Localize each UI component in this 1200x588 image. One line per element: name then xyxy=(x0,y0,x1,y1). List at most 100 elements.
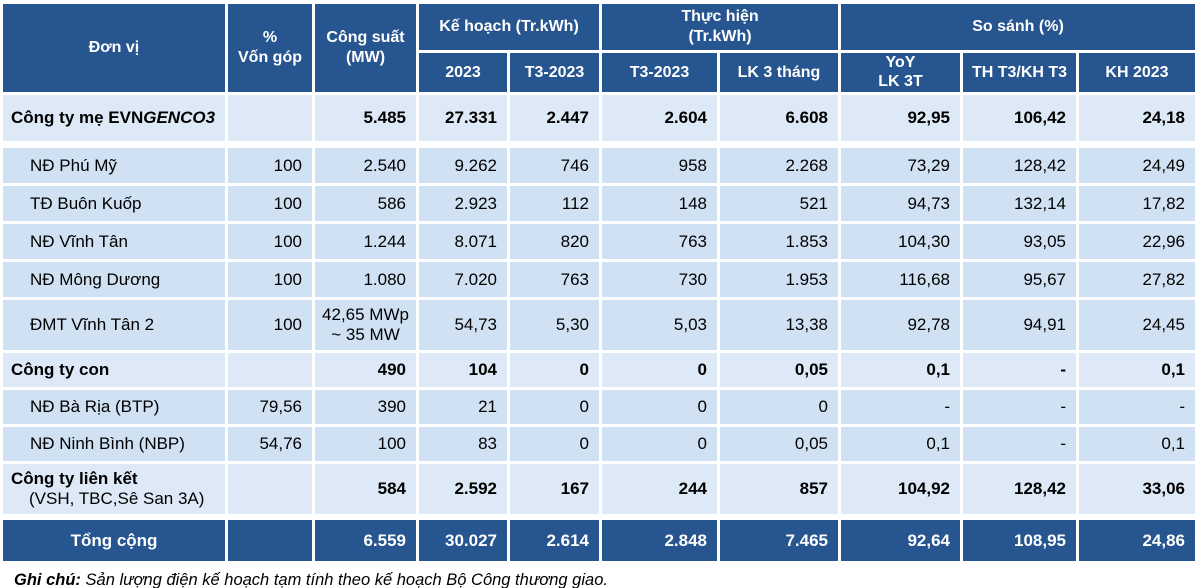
footnote-label: Ghi chú: xyxy=(14,571,81,588)
cell-plan-2023: 2.923 xyxy=(419,186,507,221)
header-actual-label: Thực hiện (Tr.kWh) xyxy=(602,4,838,50)
cell-actual-lk3: 0,05 xyxy=(720,427,838,461)
cell-capacity: 5.485 xyxy=(315,95,416,141)
cell-plan-t3: 2.614 xyxy=(510,520,599,561)
cell-kh-2023: 17,82 xyxy=(1079,186,1195,221)
header-plan-2023: 2023 xyxy=(419,53,507,92)
cell-capacity: 586 xyxy=(315,186,416,221)
cell-actual-t3: 0 xyxy=(602,427,717,461)
cell-capital: 79,56 xyxy=(228,390,312,424)
cell-yoy: 104,30 xyxy=(841,224,960,259)
cell-actual-t3: 148 xyxy=(602,186,717,221)
cell-capacity: 1.080 xyxy=(315,262,416,297)
cell-capital: 100 xyxy=(228,148,312,183)
cell-th-kh: 132,14 xyxy=(963,186,1076,221)
cell-plan-t3: 0 xyxy=(510,427,599,461)
cell-yoy: 94,73 xyxy=(841,186,960,221)
cell-actual-t3: 2.604 xyxy=(602,95,717,141)
row-label: NĐ Bà Rịa (BTP) xyxy=(3,390,225,424)
table-row-ba-ria: NĐ Bà Rịa (BTP) 79,56 390 21 0 0 0 - - - xyxy=(3,390,1197,424)
header-capital-line1: % xyxy=(262,29,278,47)
header-plan-label: Kế hoạch (Tr.kWh) xyxy=(419,4,599,50)
cell-th-kh: - xyxy=(963,427,1076,461)
cell-plan-2023: 27.331 xyxy=(419,95,507,141)
cell-actual-t3: 763 xyxy=(602,224,717,259)
cell-kh-2023: 24,45 xyxy=(1079,300,1195,350)
cell-actual-t3: 0 xyxy=(602,353,717,387)
cell-th-kh: 95,67 xyxy=(963,262,1076,297)
cell-kh-2023: 24,18 xyxy=(1079,95,1195,141)
cell-th-kh: 128,42 xyxy=(963,464,1076,514)
cell-actual-lk3: 1.853 xyxy=(720,224,838,259)
cell-yoy: 0,1 xyxy=(841,427,960,461)
cell-capacity: 100 xyxy=(315,427,416,461)
cell-capacity: 6.559 xyxy=(315,520,416,561)
header-yoy: YoY LK 3T xyxy=(841,52,960,92)
header-capacity-line1: Công suất xyxy=(326,29,405,47)
cell-capacity: 490 xyxy=(315,353,416,387)
cell-yoy: 0,1 xyxy=(841,353,960,387)
row-label: Tổng cộng xyxy=(3,520,225,561)
cell-plan-t3: 167 xyxy=(510,464,599,514)
header-kh-2023: KH 2023 xyxy=(1079,52,1195,92)
capacity-line1: 42,65 MWp xyxy=(322,304,409,324)
cell-plan-2023: 83 xyxy=(419,427,507,461)
cell-kh-2023: 33,06 xyxy=(1079,464,1195,514)
cell-kh-2023: 24,86 xyxy=(1079,520,1195,561)
cell-capital xyxy=(228,520,312,561)
cell-capital: 100 xyxy=(228,186,312,221)
cell-plan-t3: 820 xyxy=(510,224,599,259)
row-label: Công ty mẹ EVN GENCO3 xyxy=(3,95,225,141)
cell-actual-t3: 244 xyxy=(602,464,717,514)
cell-actual-t3: 730 xyxy=(602,262,717,297)
cell-capacity: 1.244 xyxy=(315,224,416,259)
header-group-actual: Thực hiện (Tr.kWh) T3-2023 LK 3 tháng xyxy=(602,4,838,92)
row-label-line2: (VSH, TBC,Sê San 3A) xyxy=(29,489,205,508)
cell-plan-t3: 5,30 xyxy=(510,300,599,350)
cell-th-kh: - xyxy=(963,390,1076,424)
header-capacity: Công suất (MW) xyxy=(315,4,416,92)
capacity-line2: ~ 35 MW xyxy=(331,325,400,344)
header-yoy-line1: YoY xyxy=(885,53,916,71)
cell-kh-2023: 0,1 xyxy=(1079,353,1195,387)
cell-actual-lk3: 1.953 xyxy=(720,262,838,297)
cell-actual-lk3: 13,38 xyxy=(720,300,838,350)
header-th-kh: TH T3/KH T3 xyxy=(963,52,1076,92)
cell-plan-2023: 7.020 xyxy=(419,262,507,297)
cell-plan-t3: 0 xyxy=(510,353,599,387)
cell-yoy: - xyxy=(841,390,960,424)
row-label: ĐMT Vĩnh Tân 2 xyxy=(3,300,225,350)
header-actual-line2: (Tr.kWh) xyxy=(688,28,752,45)
cell-capital: 100 xyxy=(228,300,312,350)
cell-th-kh: 128,42 xyxy=(963,148,1076,183)
cell-plan-t3: 112 xyxy=(510,186,599,221)
footnote-text: Sản lượng điện kế hoạch tạm tính theo kế… xyxy=(80,571,608,588)
header-actual-t3: T3-2023 xyxy=(602,53,717,92)
cell-actual-lk3: 7.465 xyxy=(720,520,838,561)
cell-th-kh: 94,91 xyxy=(963,300,1076,350)
cell-actual-lk3: 0,05 xyxy=(720,353,838,387)
cell-yoy: 92,78 xyxy=(841,300,960,350)
cell-plan-2023: 104 xyxy=(419,353,507,387)
cell-th-kh: 108,95 xyxy=(963,520,1076,561)
cell-capital xyxy=(228,95,312,141)
cell-actual-lk3: 857 xyxy=(720,464,838,514)
cell-plan-2023: 2.592 xyxy=(419,464,507,514)
header-actual-line1: Thực hiện xyxy=(681,8,759,26)
header-group-plan: Kế hoạch (Tr.kWh) 2023 T3-2023 xyxy=(419,4,599,92)
row-label: TĐ Buôn Kuốp xyxy=(3,186,225,221)
table-row-subsidiaries: Công ty con 490 104 0 0 0,05 0,1 - 0,1 xyxy=(3,353,1197,387)
cell-yoy: 73,29 xyxy=(841,148,960,183)
cell-capacity: 42,65 MWp ~ 35 MW xyxy=(315,300,416,350)
cell-kh-2023: 27,82 xyxy=(1079,262,1195,297)
table-row-affiliates: Công ty liên kết (VSH, TBC,Sê San 3A) 58… xyxy=(3,464,1197,514)
table-row-buon-kuop: TĐ Buôn Kuốp 100 586 2.923 112 148 521 9… xyxy=(3,186,1197,221)
row-label: NĐ Mông Dương xyxy=(3,262,225,297)
cell-capital xyxy=(228,464,312,514)
table-row-parent-company: Công ty mẹ EVN GENCO3 5.485 27.331 2.447 … xyxy=(3,95,1197,141)
cell-kh-2023: 22,96 xyxy=(1079,224,1195,259)
cell-yoy: 92,64 xyxy=(841,520,960,561)
header-actual-lk3: LK 3 tháng xyxy=(720,53,838,92)
cell-actual-t3: 0 xyxy=(602,390,717,424)
header-unit: Đơn vị xyxy=(3,4,225,92)
